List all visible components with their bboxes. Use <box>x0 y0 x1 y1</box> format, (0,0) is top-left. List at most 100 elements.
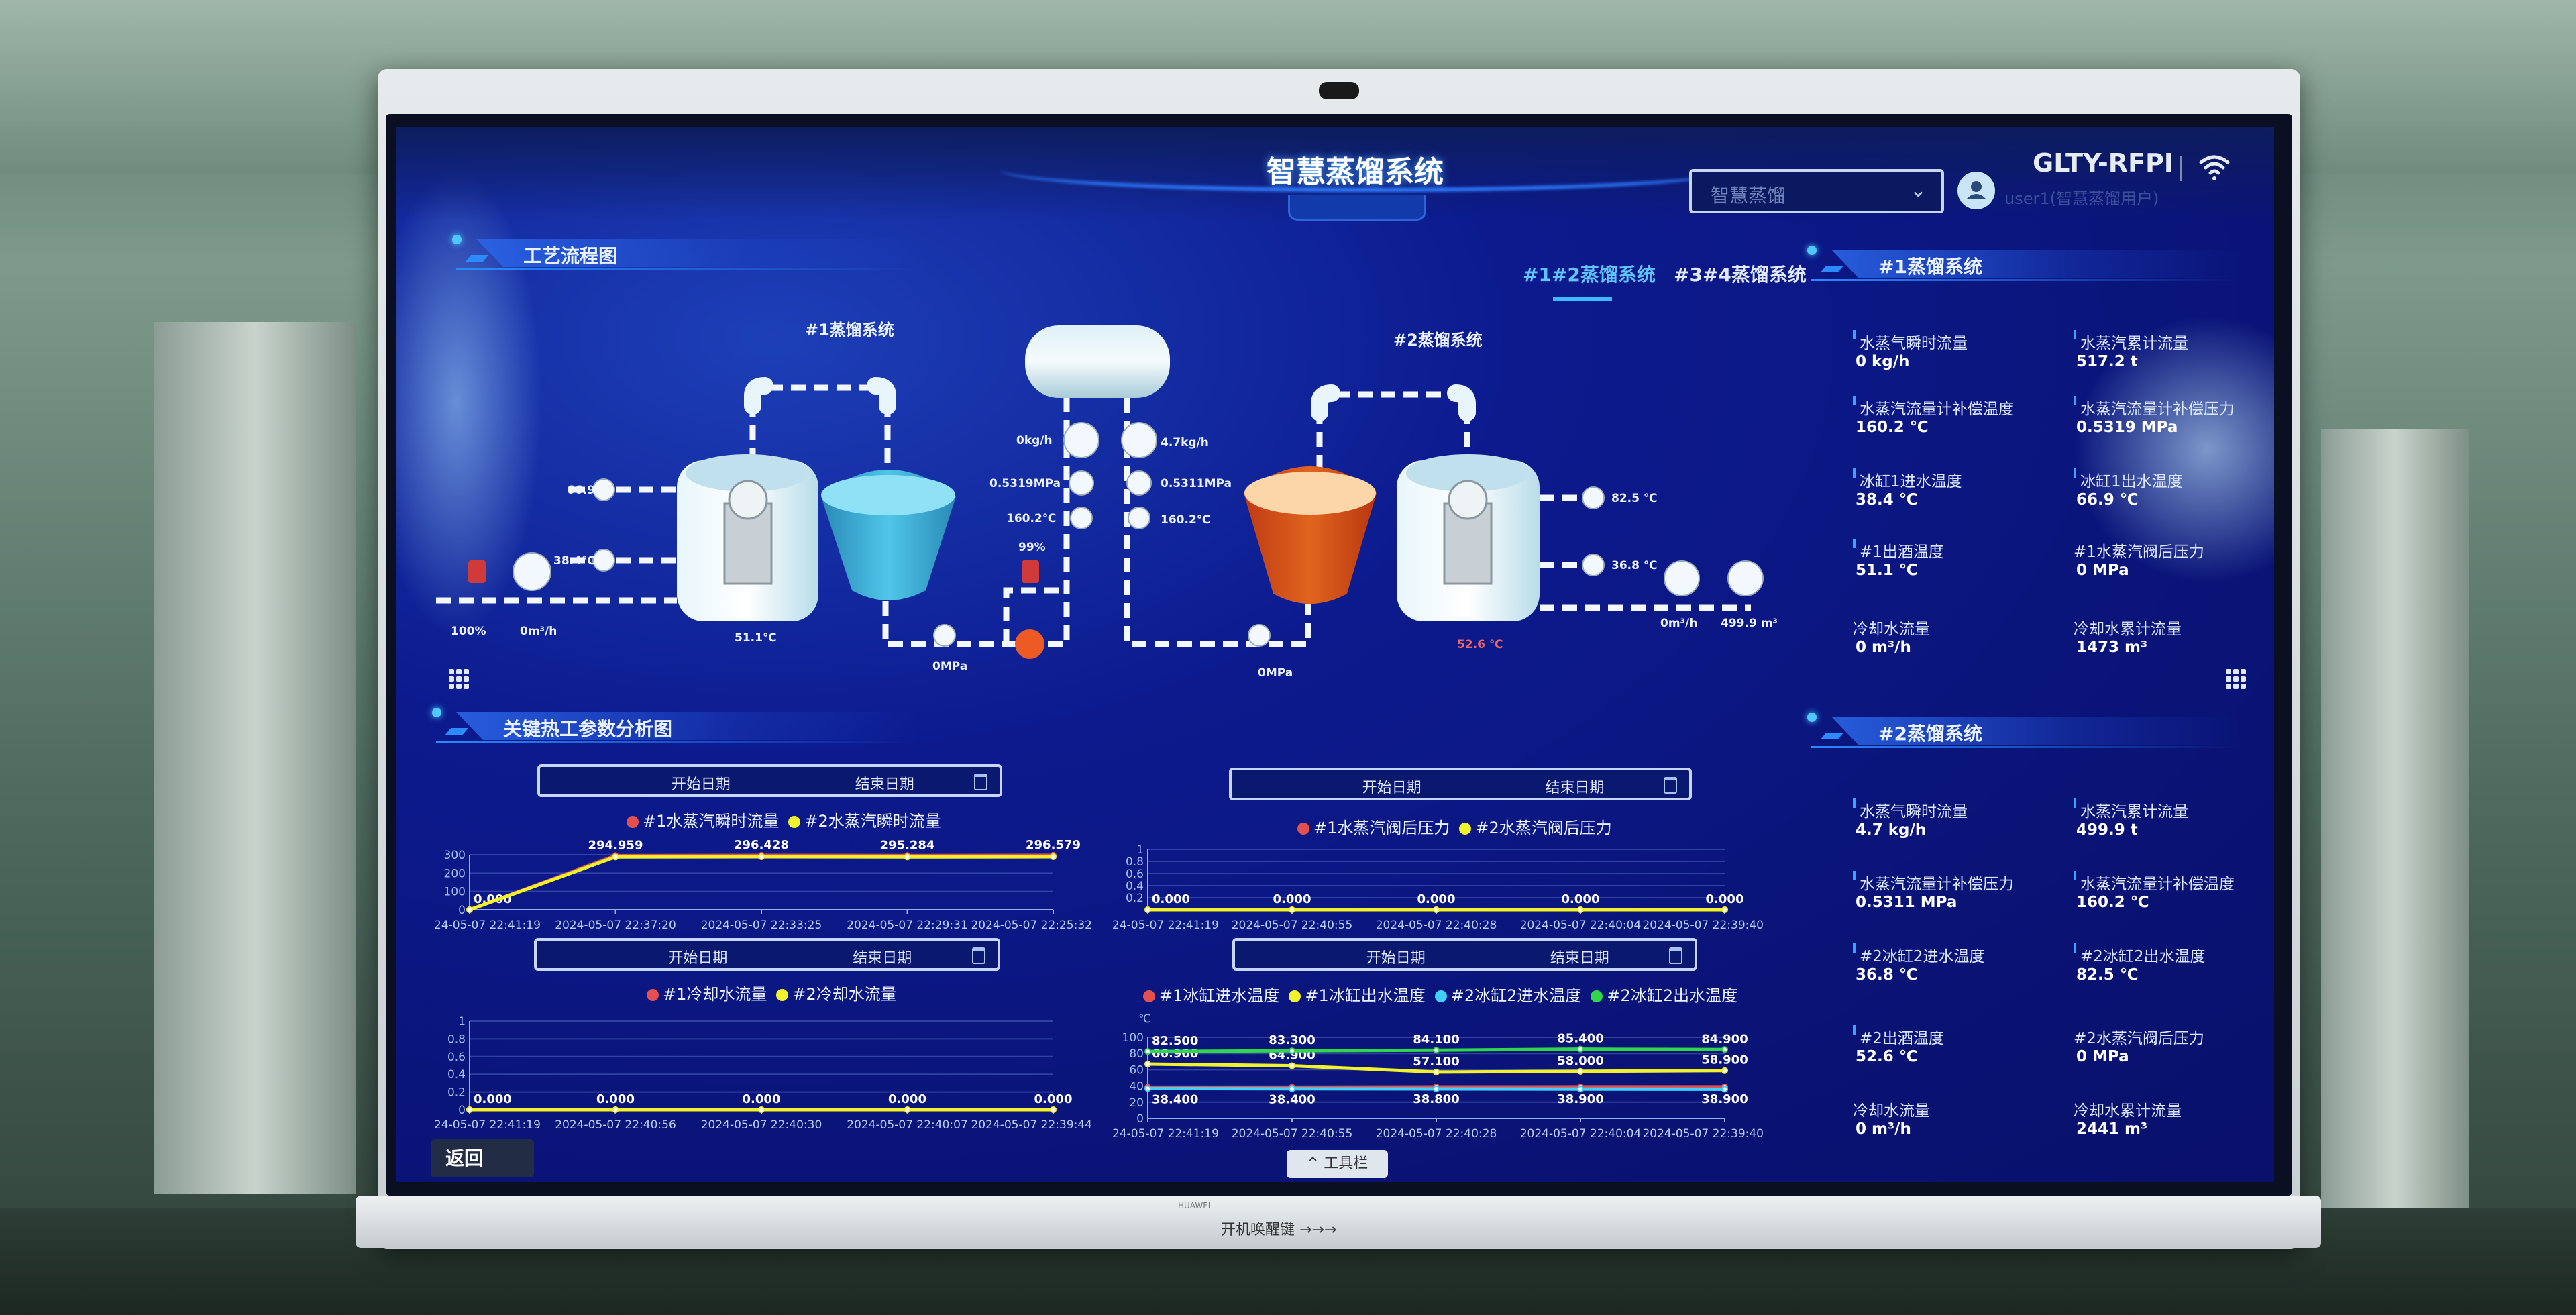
calendar-icon[interactable] <box>974 774 987 790</box>
data-label: 82.500 <box>1152 1034 1198 1048</box>
date-range-picker-2[interactable]: 开始日期 结束日期 <box>1229 768 1692 800</box>
legend-label[interactable]: #2冰缸2进水温度 <box>1450 986 1582 1005</box>
metric-label: 冰缸1出水温度 <box>2074 468 2183 491</box>
chart-steam-flow: 0 100 200 300 24-05-07 22:41:19 2024-05-07 22… <box>434 839 1092 932</box>
data-point[interactable] <box>758 1106 765 1113</box>
valve-icon <box>933 624 956 647</box>
legend-marker[interactable] <box>1289 990 1301 1002</box>
reading-s1-steam-pressure: 0.5319MPa <box>989 477 1061 490</box>
reading-s2-cool-total: 499.9 m³ <box>1721 617 1778 630</box>
legend-marker[interactable] <box>1591 990 1603 1002</box>
data-point[interactable] <box>1577 1045 1584 1053</box>
data-point[interactable] <box>1577 906 1584 913</box>
legend-marker[interactable] <box>1143 990 1155 1002</box>
legend-label[interactable]: #1冷却水流量 <box>663 985 767 1004</box>
wifi-icon[interactable] <box>2198 150 2231 184</box>
legend-label[interactable]: #2水蒸汽瞬时流量 <box>804 812 941 831</box>
data-point[interactable] <box>466 1106 473 1113</box>
end-date-input[interactable]: 结束日期 <box>855 776 914 793</box>
date-range-picker-1[interactable]: 开始日期 结束日期 <box>537 764 1002 797</box>
date-range-picker-4[interactable]: 开始日期 结束日期 <box>1232 938 1697 971</box>
data-point[interactable] <box>758 853 765 861</box>
data-point[interactable] <box>1289 1047 1295 1055</box>
data-point[interactable] <box>1144 906 1151 913</box>
metric-label: #2冰缸2进水温度 <box>1853 943 1985 966</box>
data-point[interactable] <box>466 906 473 913</box>
data-point[interactable] <box>1433 1047 1440 1054</box>
legend-label[interactable]: #1水蒸汽瞬时流量 <box>643 812 780 831</box>
pipe-elbows <box>744 377 1476 421</box>
legend-marker[interactable] <box>627 816 639 828</box>
data-point[interactable] <box>1577 1067 1584 1075</box>
data-point[interactable] <box>1433 1085 1440 1092</box>
user-avatar-icon[interactable] <box>1957 172 1995 209</box>
data-point[interactable] <box>1289 1062 1295 1069</box>
elbow-icon <box>1311 384 1340 421</box>
data-point[interactable] <box>1289 1085 1295 1092</box>
pressure-gauge-icon <box>1664 560 1700 596</box>
data-label: 38.800 <box>1413 1092 1459 1106</box>
tab-system-3-4[interactable]: #3#4蒸馏系统 <box>1674 264 1807 286</box>
user-name[interactable]: user1(智慧蒸馏用户) <box>2004 189 2159 208</box>
legend-marker[interactable] <box>776 989 789 1001</box>
legend-label[interactable]: #1水蒸汽阀后压力 <box>1313 819 1450 837</box>
legend-marker[interactable] <box>1459 823 1472 835</box>
legend-marker[interactable] <box>1297 823 1309 835</box>
data-point[interactable] <box>1433 906 1440 913</box>
end-date-input[interactable]: 结束日期 <box>1550 950 1609 967</box>
back-button[interactable]: 返回 <box>431 1139 534 1177</box>
legend-label[interactable]: #2冰缸2出水温度 <box>1607 986 1738 1005</box>
metric-value: 160.2 ℃ <box>1856 419 1929 436</box>
data-label: 0.000 <box>888 1092 926 1106</box>
calendar-icon[interactable] <box>1669 947 1682 964</box>
data-point[interactable] <box>1144 1061 1151 1068</box>
reading-s1-steam-temp: 160.2℃ <box>1006 512 1056 525</box>
legend-marker[interactable] <box>647 989 659 1001</box>
legend-label[interactable]: #1冰缸出水温度 <box>1305 986 1426 1005</box>
calendar-icon[interactable] <box>1664 777 1677 794</box>
date-range-picker-3[interactable]: 开始日期 结束日期 <box>534 938 1000 971</box>
data-point[interactable] <box>1721 1067 1728 1074</box>
end-date-input[interactable]: 结束日期 <box>853 950 912 967</box>
calendar-icon[interactable] <box>972 947 985 964</box>
data-point[interactable] <box>612 853 619 861</box>
data-point[interactable] <box>1433 1068 1440 1075</box>
data-point[interactable] <box>1577 1086 1584 1093</box>
gauges <box>513 422 1764 647</box>
reading-s2-steam-pressure: 0.5311MPa <box>1161 477 1232 490</box>
data-point[interactable] <box>904 1106 911 1113</box>
data-point[interactable] <box>1289 906 1295 913</box>
system-select[interactable]: 智慧蒸馏 ⌄ <box>1689 169 1944 213</box>
data-point[interactable] <box>1721 1086 1728 1093</box>
grid-menu-icon[interactable] <box>449 669 469 689</box>
data-point[interactable] <box>1721 906 1728 913</box>
legend-label[interactable]: #1冰缸进水温度 <box>1159 986 1280 1005</box>
metric-value: 0.5311 MPa <box>1856 894 1957 911</box>
data-label: 296.579 <box>1026 839 1081 852</box>
legend-marker[interactable] <box>1434 990 1447 1002</box>
tab-system-1-2[interactable]: #1#2蒸馏系统 <box>1523 264 1656 286</box>
data-point[interactable] <box>1050 1106 1057 1113</box>
metric-value: 0 kg/h <box>1856 353 1910 370</box>
thermometer-icon <box>1070 507 1093 529</box>
reading-s2-out-temp: 82.5 ℃ <box>1611 492 1657 505</box>
start-date-input[interactable]: 开始日期 <box>1366 950 1426 967</box>
start-date-input[interactable]: 开始日期 <box>668 950 728 967</box>
toolbar-button[interactable]: ^ 工具栏 <box>1287 1150 1388 1178</box>
start-date-input[interactable]: 开始日期 <box>1362 780 1421 796</box>
start-date-input[interactable]: 开始日期 <box>671 776 731 793</box>
grid-menu-icon[interactable] <box>2226 669 2246 689</box>
legend-label[interactable]: #2冷却水流量 <box>792 985 897 1004</box>
data-point[interactable] <box>1721 1046 1728 1053</box>
metric-label: #1水蒸汽阀后压力 <box>2074 543 2204 561</box>
legend-marker[interactable] <box>788 816 801 828</box>
end-date-input[interactable]: 结束日期 <box>1545 780 1605 796</box>
data-point[interactable] <box>1144 1085 1151 1092</box>
data-point[interactable] <box>612 1106 619 1113</box>
legend-label[interactable]: #2水蒸汽阀后压力 <box>1475 819 1612 837</box>
data-point[interactable] <box>1144 1048 1151 1055</box>
data-point[interactable] <box>904 853 911 861</box>
reading-s1-after-pressure: 0MPa <box>932 660 967 673</box>
y-tick-label: 0.2 <box>447 1086 466 1100</box>
data-point[interactable] <box>1050 853 1057 861</box>
